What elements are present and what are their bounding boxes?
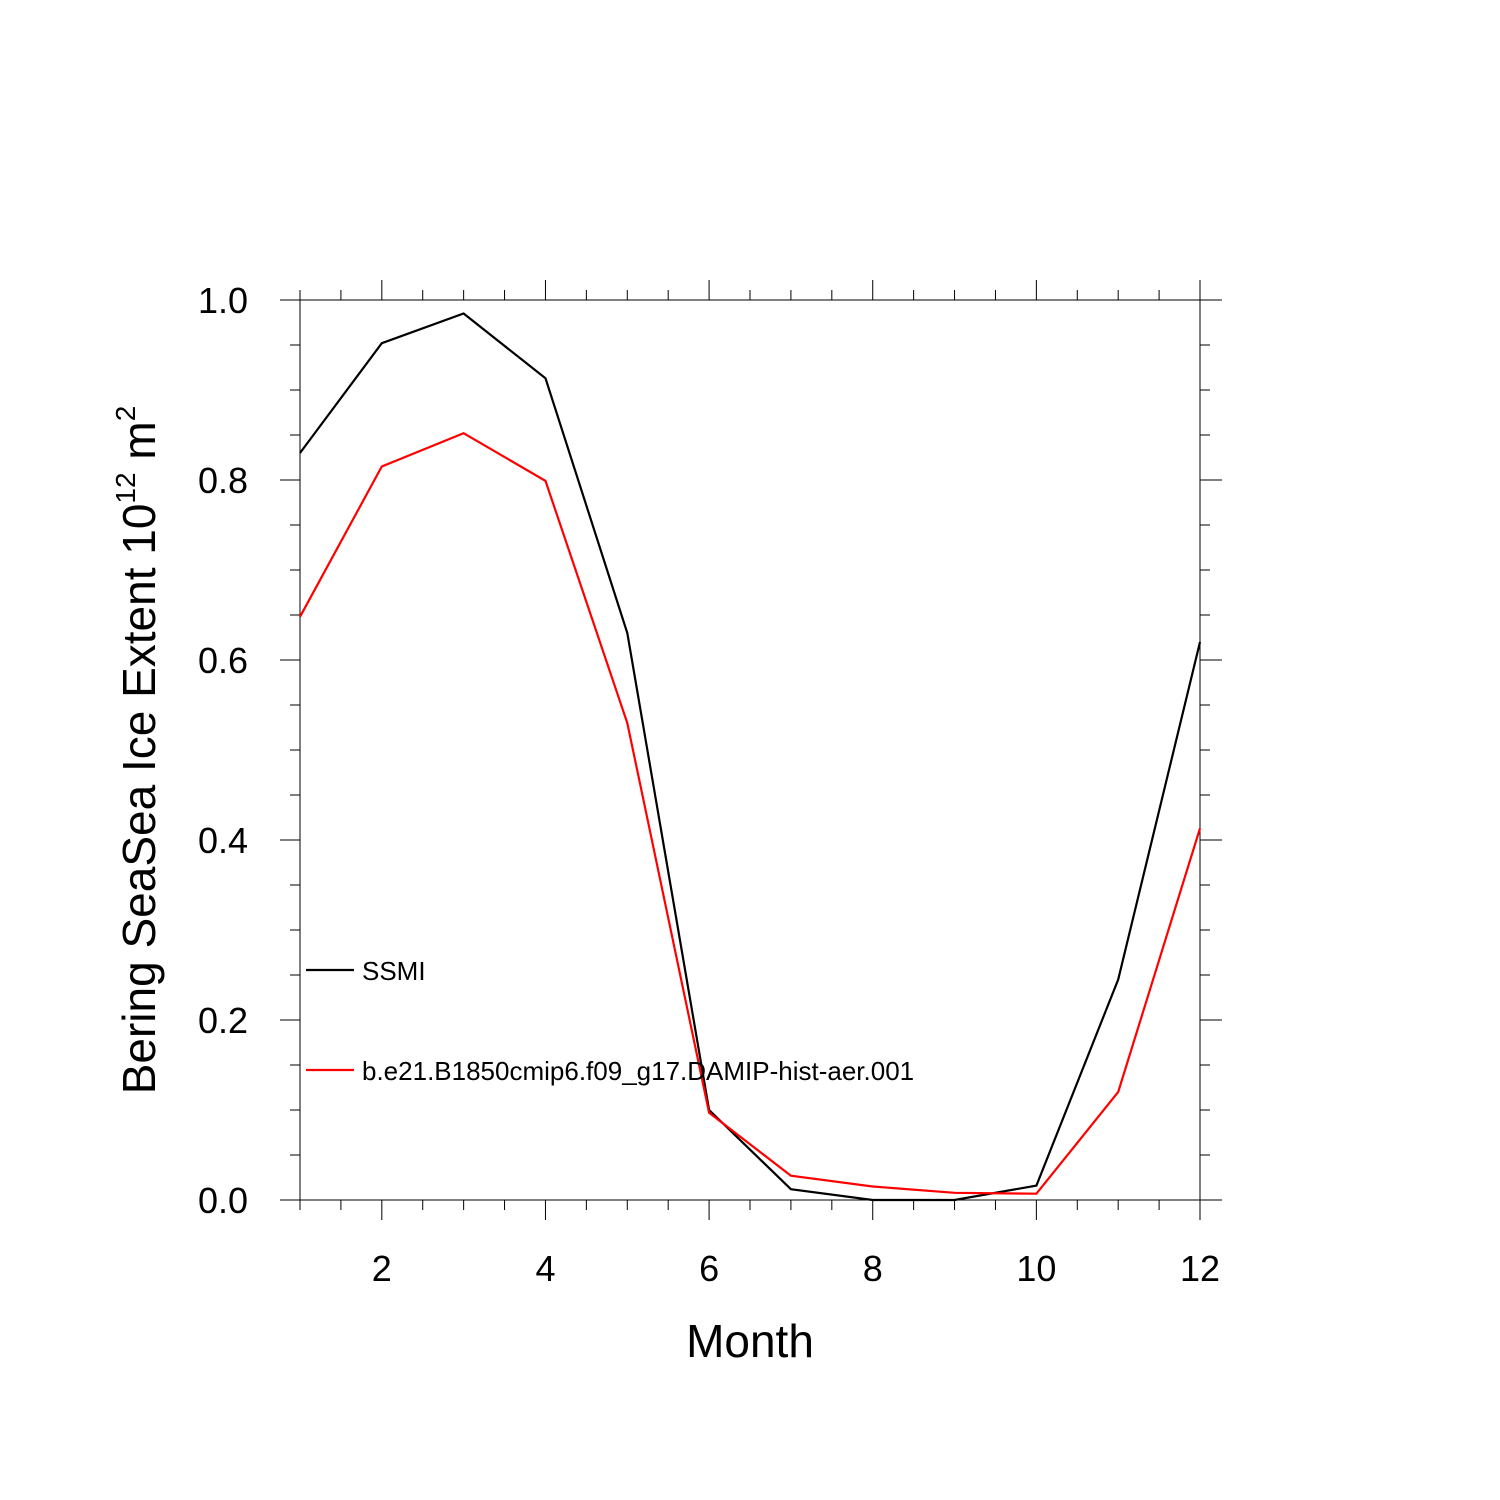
minor-ticks <box>290 290 1210 1210</box>
y-axis-title-unit-exponent: 2 <box>110 406 141 422</box>
x-tick-labels: 2 4 6 8 10 12 <box>372 1248 1220 1289</box>
y-tick-label: 1.0 <box>198 280 248 321</box>
x-tick-label: 2 <box>372 1248 392 1289</box>
x-tick-label: 4 <box>535 1248 555 1289</box>
x-axis-title: Month <box>686 1315 814 1367</box>
x-tick-label: 8 <box>863 1248 883 1289</box>
series-line-ssmi <box>299 312 1202 1202</box>
x-tick-label: 10 <box>1016 1248 1056 1289</box>
x-tick-label: 6 <box>699 1248 719 1289</box>
y-axis-title-unit: m <box>113 421 165 472</box>
legend-label: b.e21.B1850cmip6.f09_g17.DAMIP-hist-aer.… <box>362 1056 914 1086</box>
y-tick-label: 0.0 <box>198 1180 248 1221</box>
series-group <box>299 312 1202 1202</box>
y-tick-label: 0.6 <box>198 640 248 681</box>
plot-frame <box>299 299 1201 1201</box>
y-tick-label: 0.4 <box>198 820 248 861</box>
major-ticks <box>280 280 1222 1220</box>
y-axis-title-exponent: 12 <box>110 472 141 503</box>
y-tick-labels: 0.0 0.2 0.4 0.6 0.8 1.0 <box>198 280 248 1221</box>
y-axis-title: Bering SeaSea Ice Extent 1012 m2 <box>110 406 165 1095</box>
legend: SSMI b.e21.B1850cmip6.f09_g17.DAMIP-hist-… <box>306 956 914 1086</box>
series-line-model <box>299 431 1202 1195</box>
y-axis-title-main: Bering SeaSea Ice Extent 10 <box>113 504 165 1095</box>
legend-label: SSMI <box>362 956 426 986</box>
y-tick-label: 0.2 <box>198 1000 248 1041</box>
x-tick-label: 12 <box>1180 1248 1220 1289</box>
y-tick-label: 0.8 <box>198 460 248 501</box>
